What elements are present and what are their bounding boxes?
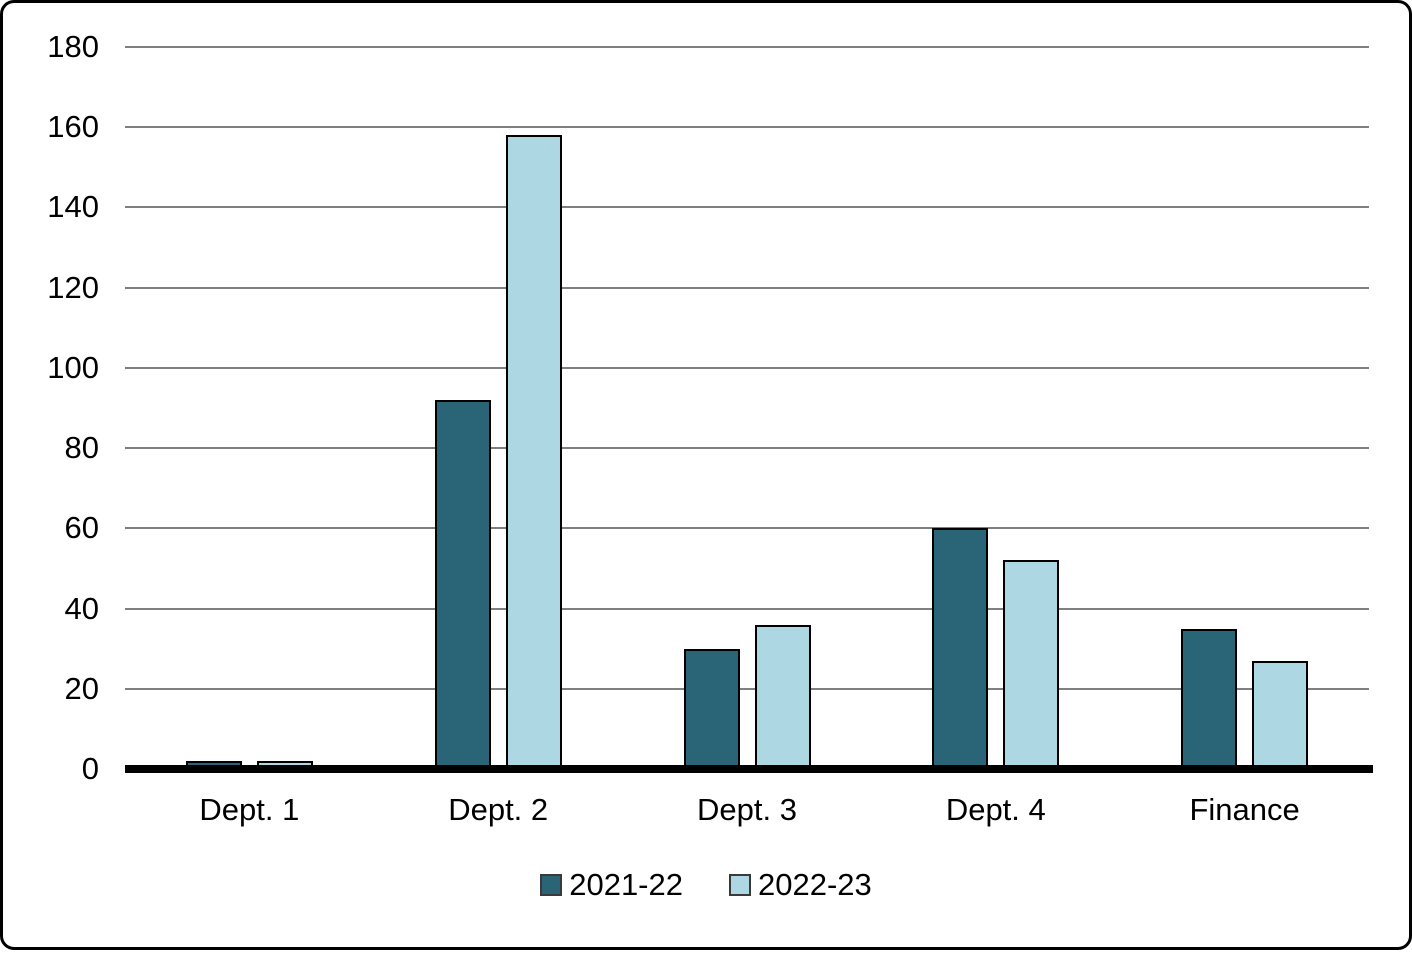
x-axis-line: [125, 765, 1373, 773]
bar-2022-23-dept-1: [256, 760, 313, 769]
legend-item-2021-22: 2021-22: [540, 867, 683, 903]
gridline-60: [125, 527, 1369, 530]
legend-label-2021-22: 2021-22: [569, 867, 683, 902]
gridline-40: [125, 607, 1369, 610]
gridline-80: [125, 447, 1369, 450]
x-tick-label-dept-2: Dept. 2: [448, 792, 549, 827]
bar-2022-23-dept-2: [505, 135, 562, 769]
y-tick-label-120: 120: [47, 269, 99, 305]
gridline-160: [125, 126, 1369, 129]
gridline-140: [125, 206, 1369, 209]
legend-item-2022-23: 2022-23: [729, 867, 872, 903]
y-tick-label-80: 80: [64, 430, 99, 466]
x-tick-label-dept-4: Dept. 4: [945, 792, 1046, 827]
plot-area: [125, 46, 1373, 773]
bar-2021-22-dept-1: [185, 760, 242, 769]
x-tick-label-finance: Finance: [1189, 792, 1300, 827]
x-axis-labels: Dept. 1 Dept. 2 Dept. 3 Dept. 4 Finance: [125, 791, 1369, 831]
bar-2022-23-dept-3: [754, 624, 811, 769]
legend-swatch-2021-22: [540, 874, 563, 896]
y-tick-label-160: 160: [47, 109, 99, 145]
y-tick-label-100: 100: [47, 349, 99, 385]
gridline-120: [125, 286, 1369, 289]
gridline-20: [125, 687, 1369, 690]
bar-2021-22-dept-2: [434, 399, 491, 769]
bar-2022-23-finance: [1252, 660, 1309, 769]
y-tick-label-180: 180: [47, 29, 99, 64]
bar-2021-22-dept-4: [932, 528, 989, 769]
y-axis-labels: 0 20 40 60 80 100 120 140 160 180: [3, 3, 99, 953]
gridline-100: [125, 366, 1369, 369]
y-tick-label-40: 40: [64, 590, 99, 626]
legend-swatch-2022-23: [729, 874, 751, 896]
y-tick-label-0: 0: [81, 751, 99, 786]
legend-label-2022-23: 2022-23: [758, 867, 872, 902]
x-tick-label-dept-1: Dept. 1: [199, 792, 300, 827]
bar-2021-22-finance: [1181, 628, 1238, 769]
bar-2021-22-dept-3: [683, 648, 740, 769]
gridline-180: [125, 46, 1369, 48]
y-tick-label-60: 60: [64, 510, 99, 546]
y-tick-label-20: 20: [64, 670, 99, 706]
x-tick-label-dept-3: Dept. 3: [697, 792, 797, 827]
legend: 2021-22 2022-23: [3, 867, 1409, 903]
bar-2022-23-dept-4: [1003, 560, 1060, 769]
y-tick-label-140: 140: [47, 189, 99, 225]
